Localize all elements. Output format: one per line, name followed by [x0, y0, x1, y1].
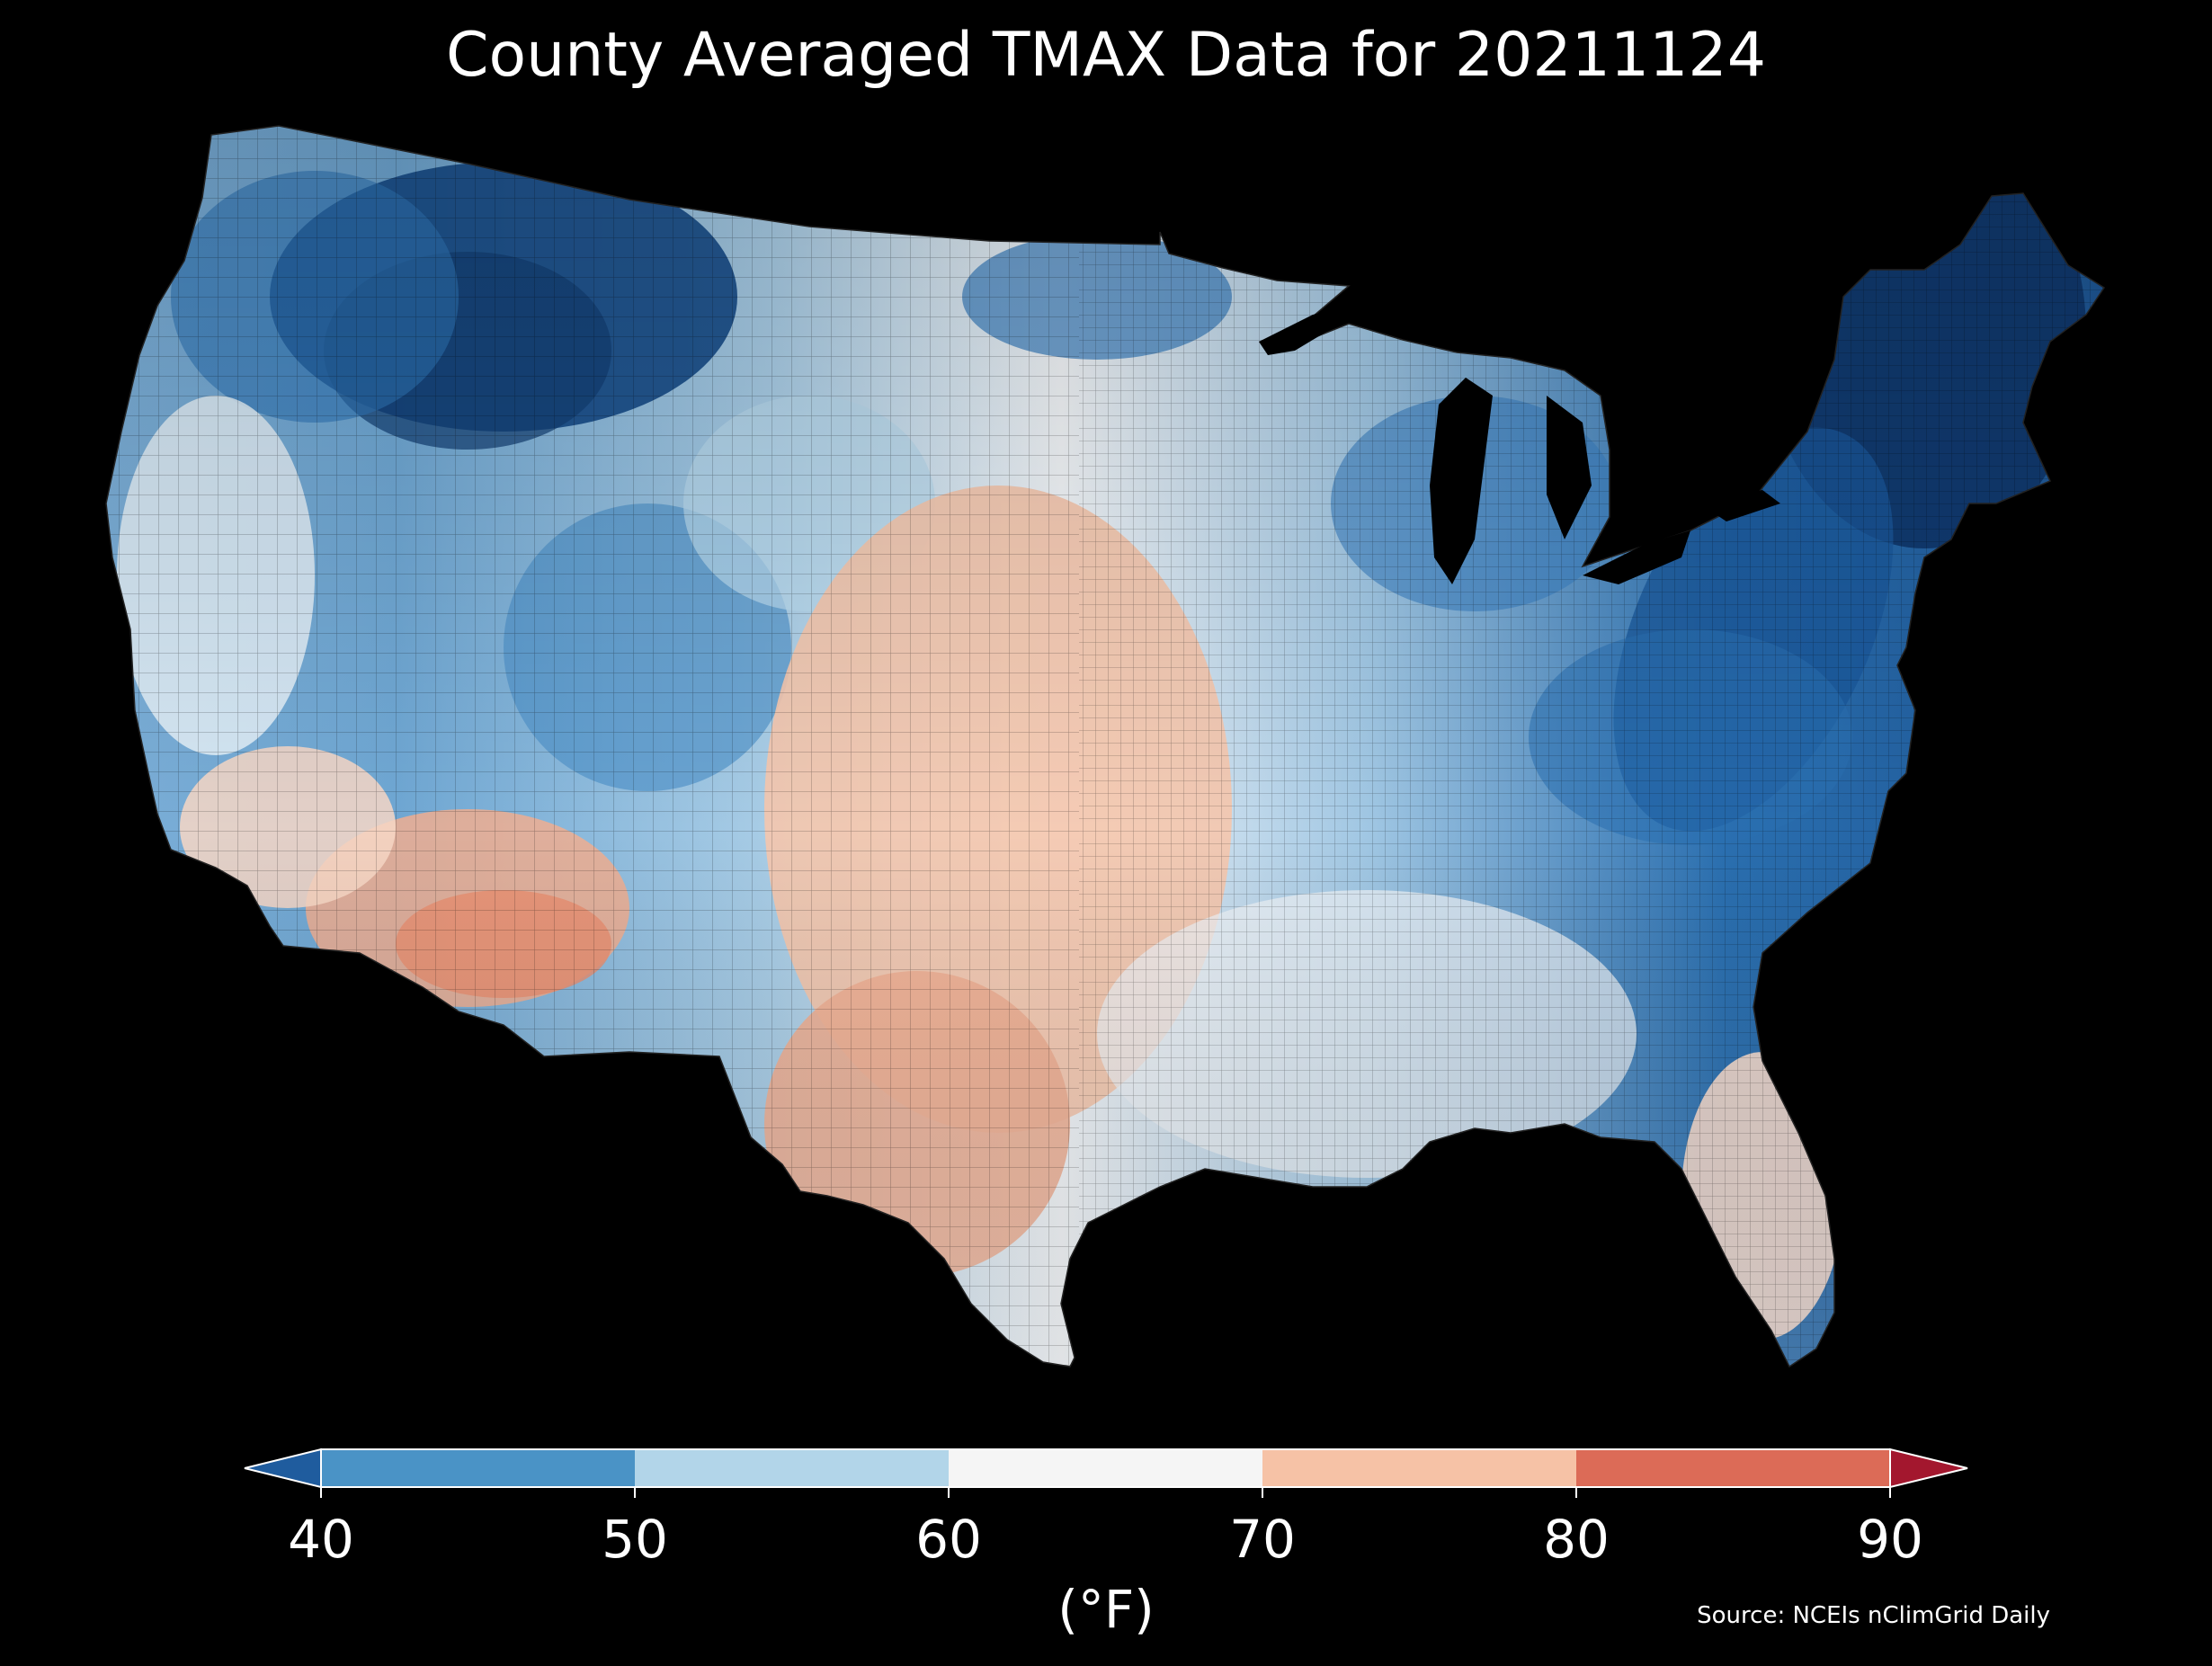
- colorbar-bin-80-90: [1576, 1449, 1890, 1487]
- colorbar-tick-label: 90: [1857, 1509, 1923, 1570]
- colorbar-bin-70-80: [1262, 1449, 1576, 1487]
- colorbar-overflow-arrow: [1889, 1448, 1968, 1489]
- colorbar-tick-label: 40: [288, 1509, 354, 1570]
- colorbar-units-label: (°F): [1057, 1579, 1155, 1640]
- colorbar-underflow-arrow: [244, 1448, 322, 1489]
- colorbar-bin-60-70: [949, 1449, 1262, 1487]
- lake-ontario: [1699, 490, 1780, 521]
- lake-huron: [1547, 396, 1592, 539]
- colorbar-tick-label: 80: [1543, 1509, 1610, 1570]
- lake-erie: [1583, 530, 1690, 584]
- lake-michigan: [1430, 378, 1493, 584]
- source-credit: Source: NCEIs nClimGrid Daily: [1697, 1602, 2050, 1629]
- colorbar-tick-label: 70: [1229, 1509, 1296, 1570]
- colorbar-tick-label: 50: [602, 1509, 668, 1570]
- map-title: County Averaged TMAX Data for 20211124: [446, 20, 1766, 91]
- colorbar-bin-40-50: [321, 1449, 635, 1487]
- colorbar-tick-label: 60: [915, 1509, 982, 1570]
- colorbar-bin-50-60: [635, 1449, 949, 1487]
- lake-superior: [1259, 297, 1367, 355]
